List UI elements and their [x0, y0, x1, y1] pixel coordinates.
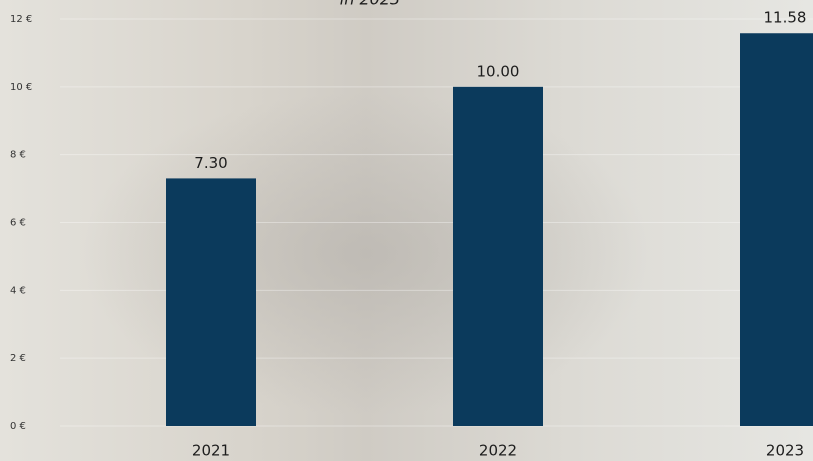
value-label: 7.30	[194, 154, 227, 172]
x-tick-label: 2022	[479, 442, 517, 460]
value-label: 10.00	[477, 62, 520, 80]
value-label: 11.58	[764, 9, 807, 27]
bar	[166, 178, 256, 426]
x-tick-label: 2023	[766, 442, 804, 460]
x-tick-label: 2021	[192, 442, 230, 460]
background-photo	[0, 0, 813, 461]
chart: in 2023 0 € 2 € 4 € 6 € 8 € 10 € 12 € 7.30 2021 1…	[0, 0, 813, 461]
y-tick-label: 2 €	[10, 353, 26, 364]
bar	[740, 33, 813, 426]
chart-subtitle: in 2023	[340, 0, 400, 9]
bar	[453, 87, 543, 426]
y-tick-label: 4 €	[10, 285, 26, 296]
y-tick-label: 0 €	[10, 421, 26, 432]
y-tick-label: 8 €	[10, 150, 26, 161]
y-tick-label: 10 €	[10, 82, 32, 93]
y-tick-label: 6 €	[10, 218, 26, 229]
y-tick-label: 12 €	[10, 14, 32, 25]
